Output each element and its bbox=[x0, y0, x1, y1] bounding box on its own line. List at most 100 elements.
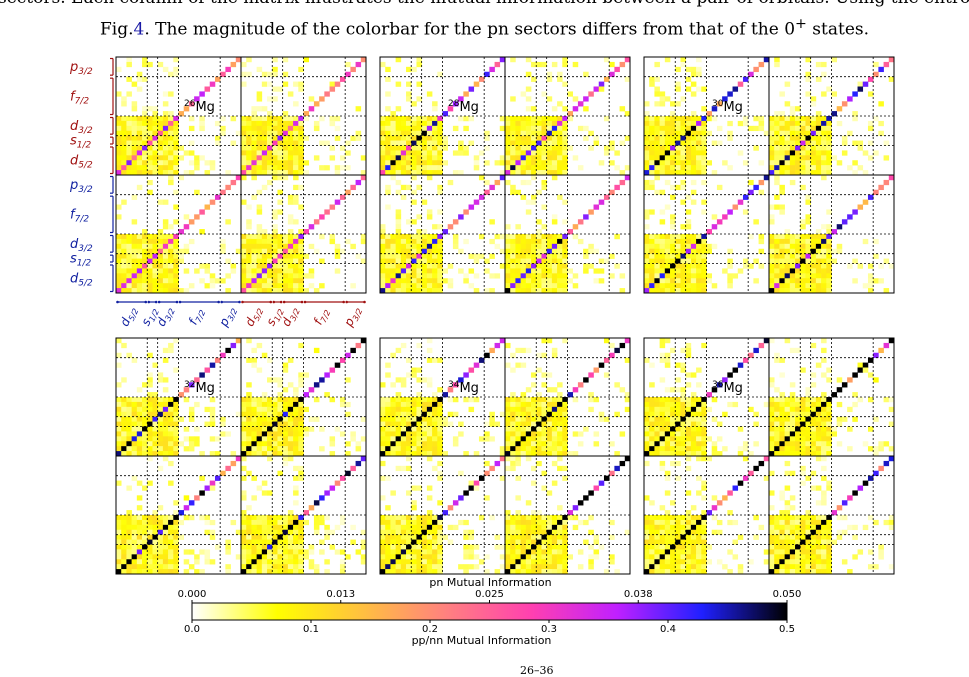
heatmap-cell bbox=[163, 422, 169, 427]
heatmap-cell bbox=[262, 126, 268, 131]
heatmap-cell bbox=[573, 106, 579, 111]
heatmap-cell bbox=[578, 219, 584, 224]
heatmap-cell bbox=[557, 259, 563, 264]
heatmap-cell bbox=[779, 160, 785, 165]
heatmap-cell bbox=[510, 96, 516, 101]
heatmap-cell bbox=[272, 209, 278, 214]
heatmap-cell bbox=[774, 126, 780, 131]
heatmap-cell bbox=[293, 554, 299, 559]
heatmap-cell bbox=[298, 427, 304, 432]
heatmap-cell bbox=[547, 273, 553, 278]
heatmap-cell bbox=[251, 431, 257, 436]
heatmap-cell bbox=[257, 564, 263, 569]
heatmap-cell bbox=[790, 160, 796, 165]
heatmap-cell bbox=[262, 402, 268, 407]
heatmap-cell bbox=[821, 422, 827, 427]
heatmap-cell bbox=[257, 234, 263, 239]
heatmap-cell bbox=[696, 407, 702, 412]
heatmap-cell bbox=[147, 268, 153, 273]
heatmap-cell bbox=[277, 520, 283, 525]
heatmap-cell bbox=[267, 180, 273, 185]
heatmap-cell bbox=[163, 264, 169, 269]
heatmap-cell bbox=[173, 397, 179, 402]
heatmap-cell bbox=[614, 348, 620, 353]
heatmap-cell bbox=[437, 72, 443, 77]
heatmap-cell bbox=[557, 72, 563, 77]
heatmap-cell bbox=[350, 540, 356, 545]
heatmap-cell bbox=[521, 283, 527, 288]
heatmap-cell bbox=[505, 244, 511, 249]
heatmap-cell bbox=[277, 436, 283, 441]
heatmap-cell bbox=[361, 239, 367, 244]
heatmap-cell bbox=[396, 530, 402, 535]
heatmap-cell bbox=[562, 476, 568, 481]
heatmap-cell bbox=[811, 278, 817, 283]
heatmap-cell bbox=[858, 363, 864, 368]
heatmap-cell bbox=[785, 471, 791, 476]
heatmap-cell bbox=[675, 82, 681, 87]
heatmap-cell bbox=[644, 131, 650, 136]
heatmap-cell bbox=[774, 121, 780, 126]
heatmap-cell bbox=[701, 136, 707, 141]
heatmap-cell bbox=[800, 427, 806, 432]
heatmap-cell bbox=[526, 402, 532, 407]
heatmap-cell bbox=[152, 244, 158, 249]
heatmap-cell bbox=[821, 338, 827, 343]
heatmap-cell bbox=[680, 273, 686, 278]
heatmap-cell bbox=[385, 249, 391, 254]
heatmap-cell bbox=[562, 234, 568, 239]
heatmap-cell bbox=[168, 348, 174, 353]
heatmap-cell bbox=[293, 431, 299, 436]
heatmap-cell bbox=[743, 456, 749, 461]
heatmap-cell bbox=[552, 126, 558, 131]
heatmap-cell bbox=[293, 476, 299, 481]
heatmap-cell bbox=[293, 82, 299, 87]
heatmap-cell bbox=[665, 417, 671, 422]
heatmap-cell bbox=[152, 278, 158, 283]
heatmap-cell bbox=[288, 397, 294, 402]
heatmap-cell bbox=[147, 431, 153, 436]
heatmap-cell bbox=[437, 190, 443, 195]
heatmap-cell bbox=[680, 387, 686, 392]
heatmap-cell bbox=[599, 87, 605, 92]
heatmap-cell bbox=[670, 244, 676, 249]
heatmap-cell bbox=[583, 96, 589, 101]
heatmap-cell bbox=[262, 417, 268, 422]
heatmap-cell bbox=[868, 141, 874, 146]
heatmap-cell bbox=[401, 136, 407, 141]
heatmap-cell bbox=[680, 441, 686, 446]
heatmap-cell bbox=[173, 136, 179, 141]
heatmap-cell bbox=[251, 234, 257, 239]
heatmap-cell bbox=[241, 446, 247, 451]
heatmap-cell bbox=[847, 131, 853, 136]
heatmap-cell bbox=[691, 91, 697, 96]
heatmap-cell bbox=[401, 264, 407, 269]
heatmap-cell bbox=[314, 382, 320, 387]
heatmap-cell bbox=[805, 254, 811, 259]
heatmap-cell bbox=[304, 392, 310, 397]
heatmap-cell bbox=[686, 283, 692, 288]
heatmap-cell bbox=[795, 160, 801, 165]
heatmap-cell bbox=[826, 244, 832, 249]
heatmap-cell bbox=[241, 273, 247, 278]
heatmap-cell bbox=[469, 554, 475, 559]
heatmap-cell bbox=[411, 402, 417, 407]
heatmap-cell bbox=[158, 155, 164, 160]
heatmap-cell bbox=[210, 535, 216, 540]
heatmap-cell bbox=[588, 564, 594, 569]
heatmap-cell bbox=[654, 254, 660, 259]
heatmap-cell bbox=[790, 121, 796, 126]
heatmap-cell bbox=[401, 343, 407, 348]
heatmap-cell bbox=[562, 259, 568, 264]
heatmap-cell bbox=[147, 160, 153, 165]
heatmap-cell bbox=[790, 244, 796, 249]
heatmap-cell bbox=[568, 116, 574, 121]
heatmap-cell bbox=[779, 165, 785, 170]
heatmap-cell bbox=[293, 185, 299, 190]
heatmap-cell bbox=[800, 224, 806, 229]
heatmap-cell bbox=[505, 126, 511, 131]
heatmap-cell bbox=[795, 268, 801, 273]
heatmap-cell bbox=[422, 150, 428, 155]
heatmap-cell bbox=[396, 190, 402, 195]
heatmap-cell bbox=[515, 417, 521, 422]
